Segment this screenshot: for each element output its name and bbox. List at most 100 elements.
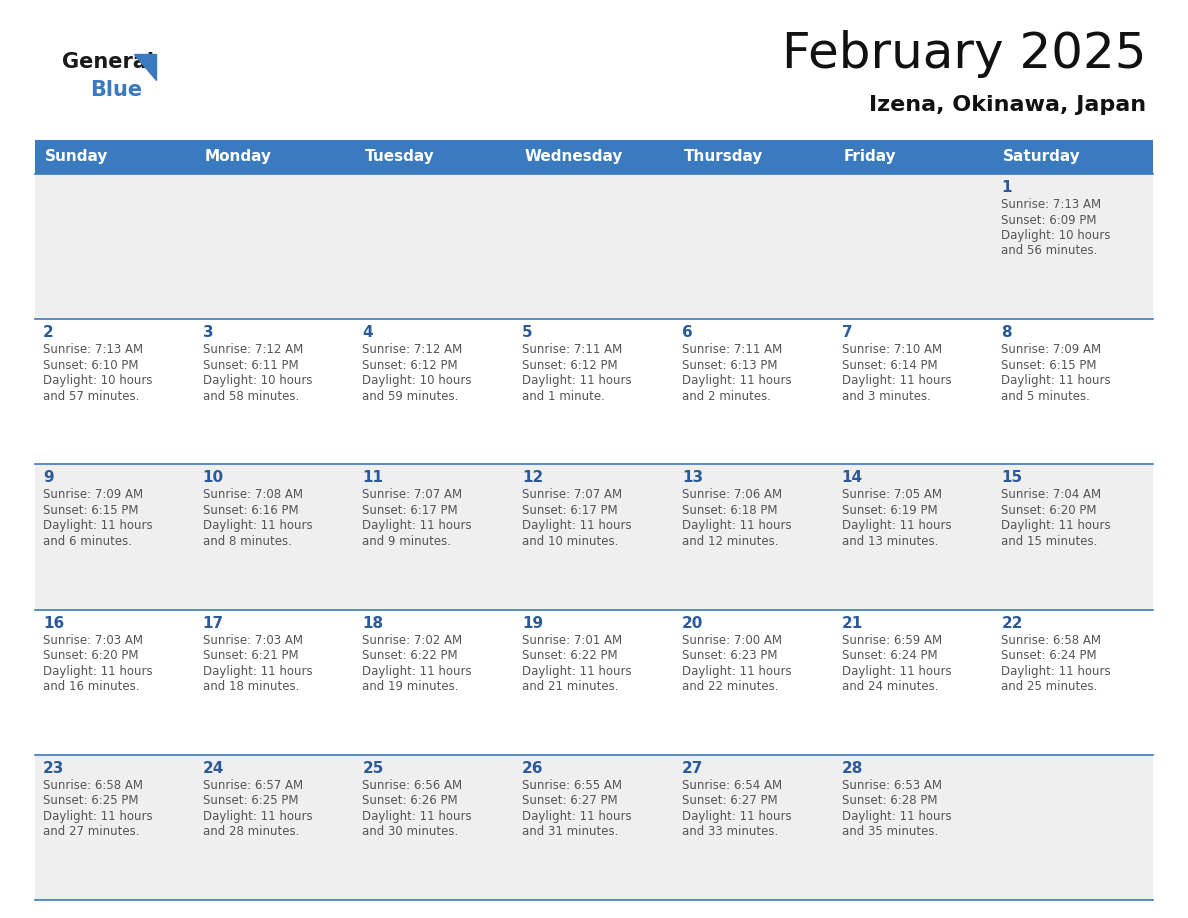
Text: 2: 2 (43, 325, 53, 341)
Text: Sunrise: 7:09 AM: Sunrise: 7:09 AM (43, 488, 143, 501)
Text: Tuesday: Tuesday (365, 150, 434, 164)
Text: Sunset: 6:16 PM: Sunset: 6:16 PM (203, 504, 298, 517)
Text: Daylight: 11 hours: Daylight: 11 hours (203, 665, 312, 677)
Text: Daylight: 10 hours: Daylight: 10 hours (203, 375, 312, 387)
Bar (354, 140, 514, 174)
Text: Daylight: 11 hours: Daylight: 11 hours (203, 810, 312, 823)
Text: Sunrise: 7:03 AM: Sunrise: 7:03 AM (43, 633, 143, 646)
Text: 27: 27 (682, 761, 703, 776)
Text: Sunset: 6:15 PM: Sunset: 6:15 PM (1001, 359, 1097, 372)
Text: Sunrise: 7:08 AM: Sunrise: 7:08 AM (203, 488, 303, 501)
Text: and 8 minutes.: and 8 minutes. (203, 535, 291, 548)
Text: and 28 minutes.: and 28 minutes. (203, 825, 299, 838)
Bar (993, 140, 1154, 174)
Text: Sunrise: 7:12 AM: Sunrise: 7:12 AM (362, 343, 462, 356)
Text: Sunset: 6:10 PM: Sunset: 6:10 PM (43, 359, 139, 372)
Text: Sunset: 6:09 PM: Sunset: 6:09 PM (1001, 214, 1097, 227)
Text: Daylight: 11 hours: Daylight: 11 hours (682, 810, 791, 823)
Text: 26: 26 (523, 761, 544, 776)
Text: Daylight: 10 hours: Daylight: 10 hours (362, 375, 472, 387)
Text: 24: 24 (203, 761, 225, 776)
Text: Sunset: 6:22 PM: Sunset: 6:22 PM (523, 649, 618, 662)
Text: Daylight: 11 hours: Daylight: 11 hours (43, 665, 152, 677)
Text: Sunset: 6:22 PM: Sunset: 6:22 PM (362, 649, 459, 662)
Text: 28: 28 (841, 761, 862, 776)
Text: and 21 minutes.: and 21 minutes. (523, 680, 619, 693)
Text: Sunrise: 7:04 AM: Sunrise: 7:04 AM (1001, 488, 1101, 501)
Text: Sunset: 6:15 PM: Sunset: 6:15 PM (43, 504, 139, 517)
Text: February 2025: February 2025 (782, 30, 1146, 78)
Text: 25: 25 (362, 761, 384, 776)
Text: Sunset: 6:23 PM: Sunset: 6:23 PM (682, 649, 777, 662)
Text: Sunset: 6:17 PM: Sunset: 6:17 PM (523, 504, 618, 517)
Text: and 16 minutes.: and 16 minutes. (43, 680, 139, 693)
Text: Daylight: 11 hours: Daylight: 11 hours (523, 375, 632, 387)
Text: and 10 minutes.: and 10 minutes. (523, 535, 619, 548)
Text: Friday: Friday (843, 150, 896, 164)
Text: Sunset: 6:27 PM: Sunset: 6:27 PM (682, 794, 777, 807)
Text: 14: 14 (841, 470, 862, 486)
Text: and 15 minutes.: and 15 minutes. (1001, 535, 1098, 548)
Text: Sunset: 6:26 PM: Sunset: 6:26 PM (362, 794, 459, 807)
Text: and 25 minutes.: and 25 minutes. (1001, 680, 1098, 693)
Text: Daylight: 11 hours: Daylight: 11 hours (523, 810, 632, 823)
Bar (514, 140, 674, 174)
Text: and 9 minutes.: and 9 minutes. (362, 535, 451, 548)
Text: Sunset: 6:12 PM: Sunset: 6:12 PM (523, 359, 618, 372)
Text: Daylight: 11 hours: Daylight: 11 hours (682, 520, 791, 532)
Text: Sunrise: 7:03 AM: Sunrise: 7:03 AM (203, 633, 303, 646)
Text: Sunset: 6:24 PM: Sunset: 6:24 PM (1001, 649, 1097, 662)
Text: Daylight: 11 hours: Daylight: 11 hours (43, 520, 152, 532)
Text: and 1 minute.: and 1 minute. (523, 390, 605, 403)
Text: Sunset: 6:19 PM: Sunset: 6:19 PM (841, 504, 937, 517)
Text: Sunrise: 6:56 AM: Sunrise: 6:56 AM (362, 778, 462, 792)
Bar (674, 140, 834, 174)
Text: Sunrise: 6:57 AM: Sunrise: 6:57 AM (203, 778, 303, 792)
Text: Sunset: 6:18 PM: Sunset: 6:18 PM (682, 504, 777, 517)
Text: Daylight: 11 hours: Daylight: 11 hours (841, 375, 952, 387)
Text: Sunrise: 7:01 AM: Sunrise: 7:01 AM (523, 633, 623, 646)
Text: Sunset: 6:14 PM: Sunset: 6:14 PM (841, 359, 937, 372)
Text: Blue: Blue (90, 80, 143, 100)
Text: Sunset: 6:25 PM: Sunset: 6:25 PM (203, 794, 298, 807)
Text: Daylight: 11 hours: Daylight: 11 hours (841, 665, 952, 677)
Text: and 30 minutes.: and 30 minutes. (362, 825, 459, 838)
Text: 15: 15 (1001, 470, 1023, 486)
Text: and 18 minutes.: and 18 minutes. (203, 680, 299, 693)
Text: Daylight: 11 hours: Daylight: 11 hours (841, 520, 952, 532)
Text: and 33 minutes.: and 33 minutes. (682, 825, 778, 838)
Bar (34, 174, 1154, 319)
Text: Daylight: 11 hours: Daylight: 11 hours (682, 375, 791, 387)
Bar (34, 610, 1154, 755)
Text: Daylight: 11 hours: Daylight: 11 hours (1001, 375, 1111, 387)
Text: Daylight: 10 hours: Daylight: 10 hours (1001, 229, 1111, 242)
Text: Sunrise: 7:06 AM: Sunrise: 7:06 AM (682, 488, 782, 501)
Bar (195, 140, 354, 174)
Text: Daylight: 11 hours: Daylight: 11 hours (682, 665, 791, 677)
Text: Daylight: 10 hours: Daylight: 10 hours (43, 375, 152, 387)
Text: Sunrise: 7:11 AM: Sunrise: 7:11 AM (682, 343, 782, 356)
Text: Sunrise: 6:58 AM: Sunrise: 6:58 AM (1001, 633, 1101, 646)
Text: Sunrise: 7:07 AM: Sunrise: 7:07 AM (523, 488, 623, 501)
Text: Sunrise: 6:53 AM: Sunrise: 6:53 AM (841, 778, 942, 792)
Text: and 3 minutes.: and 3 minutes. (841, 390, 930, 403)
Text: 13: 13 (682, 470, 703, 486)
Text: Sunset: 6:21 PM: Sunset: 6:21 PM (203, 649, 298, 662)
Text: 19: 19 (523, 616, 543, 631)
Text: 10: 10 (203, 470, 223, 486)
Text: 7: 7 (841, 325, 852, 341)
Text: and 13 minutes.: and 13 minutes. (841, 535, 939, 548)
Text: Sunrise: 7:02 AM: Sunrise: 7:02 AM (362, 633, 462, 646)
Text: Sunset: 6:13 PM: Sunset: 6:13 PM (682, 359, 777, 372)
Text: Daylight: 11 hours: Daylight: 11 hours (1001, 665, 1111, 677)
Text: and 22 minutes.: and 22 minutes. (682, 680, 778, 693)
Text: 17: 17 (203, 616, 223, 631)
Text: 6: 6 (682, 325, 693, 341)
Text: Monday: Monday (204, 150, 272, 164)
Text: Sunset: 6:28 PM: Sunset: 6:28 PM (841, 794, 937, 807)
Text: Saturday: Saturday (1004, 150, 1081, 164)
Text: 1: 1 (1001, 180, 1012, 195)
Text: and 2 minutes.: and 2 minutes. (682, 390, 771, 403)
Text: and 58 minutes.: and 58 minutes. (203, 390, 299, 403)
Text: Sunday: Sunday (45, 150, 108, 164)
